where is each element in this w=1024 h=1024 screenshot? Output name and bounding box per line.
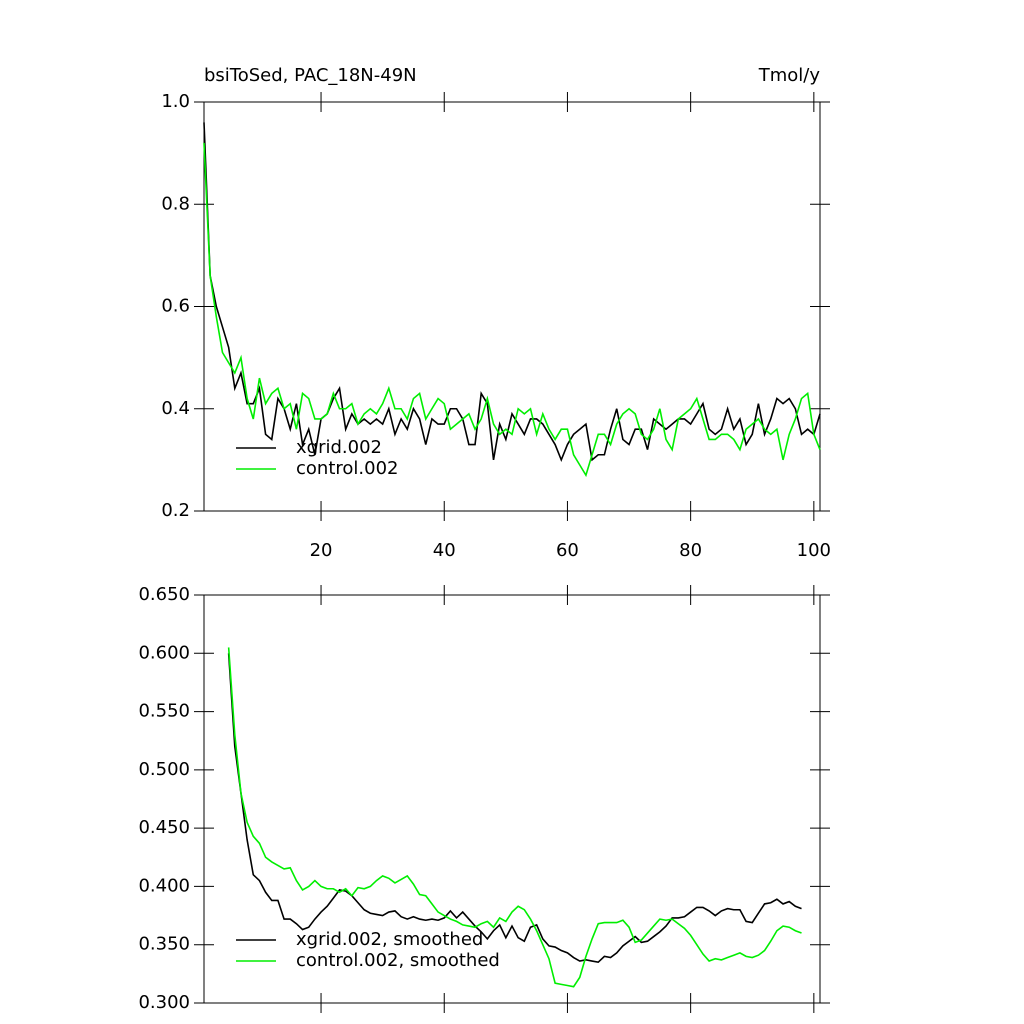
y-tick-label: 0.350 — [138, 934, 190, 955]
x-tick-label: 80 — [679, 540, 702, 561]
legend-label: control.002, smoothed — [296, 950, 500, 971]
legend-label: xgrid.002, smoothed — [296, 929, 483, 950]
y-tick-label: 0.2 — [161, 500, 190, 521]
x-tick-label: 60 — [556, 540, 579, 561]
x-tick-label: 20 — [310, 540, 333, 561]
y-tick-label: 0.400 — [138, 875, 190, 896]
legend-label: control.002 — [296, 458, 398, 479]
series-line — [203, 122, 821, 463]
y-tick-label: 0.650 — [138, 584, 190, 605]
units-label: Tmol/y — [758, 65, 821, 86]
y-tick-label: 1.0 — [161, 91, 190, 112]
y-tick-label: 0.6 — [161, 296, 190, 317]
chart-title: bsiToSed, PAC_18N-49N — [204, 65, 417, 86]
series-line — [227, 647, 802, 988]
y-tick-label: 0.450 — [138, 817, 190, 838]
x-tick-label: 40 — [433, 540, 456, 561]
y-tick-label: 0.300 — [138, 992, 190, 1013]
series-line — [227, 653, 802, 964]
y-tick-label: 0.4 — [161, 398, 190, 419]
y-tick-label: 0.550 — [138, 701, 190, 722]
y-tick-label: 0.500 — [138, 759, 190, 780]
y-tick-label: 0.8 — [161, 193, 190, 214]
legend-label: xgrid.002 — [296, 437, 382, 458]
series-line — [203, 142, 821, 478]
plot-frame — [203, 594, 821, 1004]
y-tick-label: 0.600 — [138, 642, 190, 663]
x-tick-label: 100 — [797, 540, 831, 561]
